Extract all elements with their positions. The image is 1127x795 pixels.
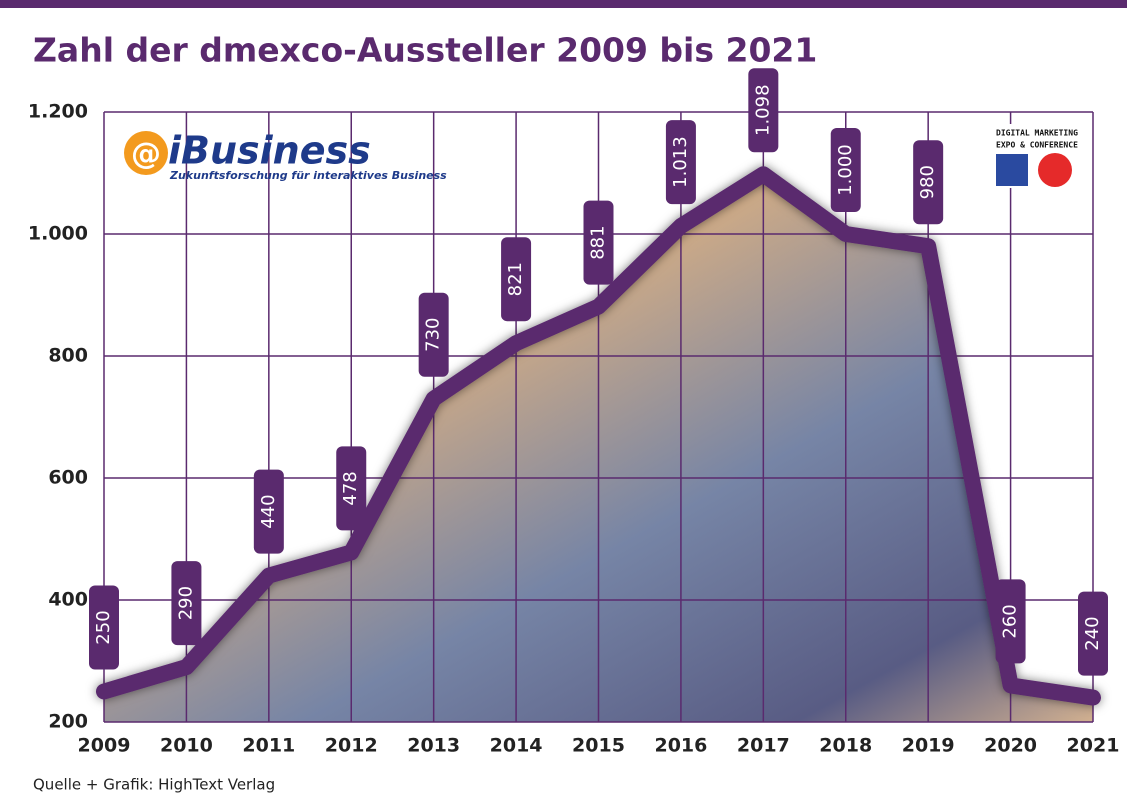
value-label: 1.000 bbox=[835, 144, 856, 196]
value-label: 240 bbox=[1082, 616, 1103, 650]
value-label: 440 bbox=[258, 494, 279, 528]
value-label-box bbox=[830, 128, 861, 212]
value-label-box bbox=[1078, 591, 1108, 676]
y-tick-label: 800 bbox=[48, 345, 88, 367]
value-label-box bbox=[171, 561, 202, 646]
x-tick-label: 2018 bbox=[819, 735, 872, 757]
value-label: 1.098 bbox=[752, 84, 773, 136]
value-label: 260 bbox=[1000, 604, 1021, 638]
ibusiness-logo: @ iBusiness Zukunftsforschung für intera… bbox=[124, 129, 447, 182]
value-label: 250 bbox=[93, 610, 114, 644]
value-label-box bbox=[418, 292, 449, 377]
x-tick-label: 2014 bbox=[490, 735, 543, 757]
y-tick-label: 1.000 bbox=[28, 223, 88, 245]
x-tick-label: 2017 bbox=[737, 735, 790, 757]
logo-text: DIGITAL MARKETING bbox=[996, 129, 1078, 138]
value-label: 881 bbox=[588, 225, 609, 259]
value-label-box bbox=[336, 446, 367, 531]
value-label: 478 bbox=[340, 471, 361, 505]
chart-title: Zahl der dmexco-Aussteller 2009 bis 2021 bbox=[33, 31, 817, 70]
x-tick-label: 2016 bbox=[654, 735, 707, 757]
logo-icon bbox=[124, 131, 168, 175]
x-tick-label: 2011 bbox=[242, 735, 295, 757]
value-label: 290 bbox=[175, 586, 196, 620]
logo-square bbox=[996, 154, 1028, 186]
x-tick-label: 2010 bbox=[160, 735, 213, 757]
value-label-box bbox=[995, 579, 1026, 664]
value-label-box bbox=[665, 120, 696, 205]
logo-tagline: Zukunftsforschung für interaktives Busin… bbox=[169, 169, 447, 182]
value-label-box bbox=[748, 68, 779, 153]
x-tick-label: 2009 bbox=[78, 735, 131, 757]
x-tick-label: 2015 bbox=[572, 735, 625, 757]
logo-circle bbox=[1038, 153, 1072, 187]
y-tick-label: 600 bbox=[48, 467, 88, 489]
value-label-box bbox=[583, 200, 614, 285]
logo-text: EXPO & CONFERENCE bbox=[996, 141, 1078, 150]
y-tick-label: 400 bbox=[48, 589, 88, 611]
value-label-box bbox=[253, 469, 284, 554]
value-label: 980 bbox=[917, 165, 938, 199]
plot-area: 200 400 600 800 1.000 1.200 2009 2010 2011 2012 20… bbox=[28, 68, 1120, 757]
value-label-box bbox=[913, 140, 944, 225]
top-band bbox=[0, 0, 1127, 8]
logo-glyph: @ bbox=[131, 137, 161, 172]
y-tick-label: 1.200 bbox=[28, 101, 88, 123]
value-label-box bbox=[89, 585, 119, 670]
logo-text: iBusiness bbox=[168, 129, 371, 173]
x-tick-label: 2012 bbox=[325, 735, 378, 757]
value-label: 730 bbox=[423, 318, 444, 352]
y-tick-label: 200 bbox=[48, 711, 88, 733]
x-tick-label: 2013 bbox=[407, 735, 460, 757]
x-tick-label: 2021 bbox=[1067, 735, 1120, 757]
dmexco-logo: DIGITAL MARKETING EXPO & CONFERENCE bbox=[990, 124, 1078, 188]
source-note: Quelle + Grafik: HighText Verlag bbox=[33, 776, 275, 794]
value-label: 1.013 bbox=[670, 136, 691, 188]
value-label: 821 bbox=[505, 262, 526, 296]
value-label-box bbox=[501, 237, 532, 322]
x-tick-label: 2019 bbox=[902, 735, 955, 757]
x-tick-label: 2020 bbox=[984, 735, 1037, 757]
line bbox=[96, 166, 1101, 706]
